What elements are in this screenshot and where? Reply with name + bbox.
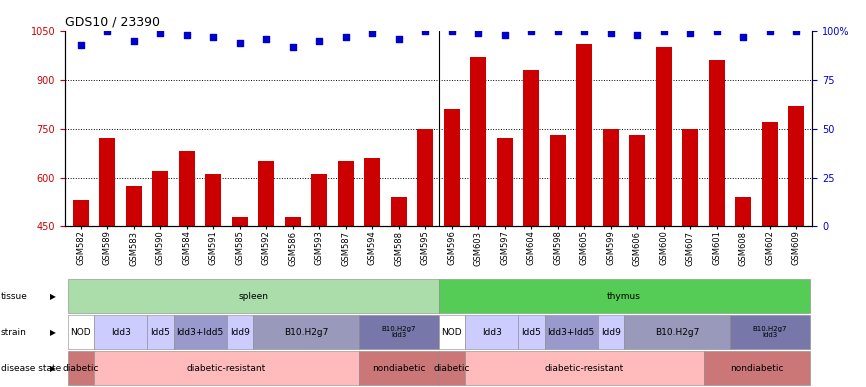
Text: Idd3+Idd5: Idd3+Idd5 <box>547 327 595 337</box>
Text: diabetic: diabetic <box>434 363 470 373</box>
Text: spleen: spleen <box>238 291 268 301</box>
Text: Idd9: Idd9 <box>230 327 249 337</box>
Text: B10.H2g7: B10.H2g7 <box>655 327 700 337</box>
Bar <box>497 139 513 373</box>
Text: thymus: thymus <box>607 291 641 301</box>
Text: Idd5: Idd5 <box>521 327 541 337</box>
Point <box>683 30 697 36</box>
Text: Idd3: Idd3 <box>111 327 131 337</box>
Bar <box>550 135 565 373</box>
Point <box>260 36 274 42</box>
Point <box>100 28 114 34</box>
Text: NOD: NOD <box>442 327 462 337</box>
Point <box>339 34 352 40</box>
Point <box>445 28 459 34</box>
Text: ▶: ▶ <box>50 363 56 373</box>
Point <box>206 34 220 40</box>
Bar <box>365 158 380 373</box>
Text: strain: strain <box>1 327 27 337</box>
Text: ▶: ▶ <box>50 291 56 301</box>
Point <box>365 30 379 36</box>
Bar <box>258 161 275 373</box>
Bar <box>152 171 168 373</box>
Text: Idd3+Idd5: Idd3+Idd5 <box>177 327 223 337</box>
Point <box>657 28 671 34</box>
Bar <box>205 174 222 373</box>
Bar <box>656 47 672 373</box>
Bar <box>523 70 540 373</box>
Text: B10.H2g7: B10.H2g7 <box>284 327 328 337</box>
Bar <box>577 44 592 373</box>
Text: ▶: ▶ <box>50 327 56 337</box>
Point <box>551 28 565 34</box>
Point <box>153 30 167 36</box>
Point <box>180 32 194 38</box>
Point <box>790 28 804 34</box>
Text: B10.H2g7
Idd3: B10.H2g7 Idd3 <box>382 326 417 338</box>
Bar <box>630 135 645 373</box>
Bar <box>682 128 698 373</box>
Point <box>498 32 512 38</box>
Bar <box>232 217 248 373</box>
Text: disease state: disease state <box>1 363 61 373</box>
Point <box>736 34 750 40</box>
Text: nondiabetic: nondiabetic <box>372 363 425 373</box>
Bar <box>391 197 407 373</box>
Bar <box>470 57 487 373</box>
Point <box>286 43 300 50</box>
Bar <box>179 151 195 373</box>
Text: diabetic-resistant: diabetic-resistant <box>545 363 624 373</box>
Point <box>127 38 141 44</box>
Point <box>233 39 247 46</box>
Text: nondiabetic: nondiabetic <box>730 363 784 373</box>
Point <box>418 28 432 34</box>
Text: diabetic: diabetic <box>62 363 99 373</box>
Point <box>392 36 406 42</box>
Point <box>313 38 326 44</box>
Bar <box>603 128 619 373</box>
Point <box>630 32 644 38</box>
Text: GDS10 / 23390: GDS10 / 23390 <box>65 15 160 29</box>
Bar <box>735 197 752 373</box>
Text: Idd3: Idd3 <box>481 327 501 337</box>
Bar <box>762 122 778 373</box>
Bar <box>417 128 433 373</box>
Bar <box>100 139 115 373</box>
Text: Idd5: Idd5 <box>151 327 171 337</box>
Text: NOD: NOD <box>70 327 91 337</box>
Text: B10.H2g7
Idd3: B10.H2g7 Idd3 <box>753 326 787 338</box>
Point <box>763 28 777 34</box>
Bar <box>709 60 725 373</box>
Point <box>525 28 539 34</box>
Bar <box>338 161 354 373</box>
Bar <box>73 200 89 373</box>
Bar <box>444 109 460 373</box>
Point <box>578 28 591 34</box>
Point <box>710 28 724 34</box>
Bar <box>788 106 805 373</box>
Bar <box>126 186 142 373</box>
Bar <box>285 217 301 373</box>
Point <box>604 30 617 36</box>
Point <box>74 41 87 48</box>
Bar <box>312 174 327 373</box>
Text: tissue: tissue <box>1 291 28 301</box>
Point <box>471 30 485 36</box>
Text: Idd9: Idd9 <box>601 327 621 337</box>
Text: diabetic-resistant: diabetic-resistant <box>187 363 266 373</box>
